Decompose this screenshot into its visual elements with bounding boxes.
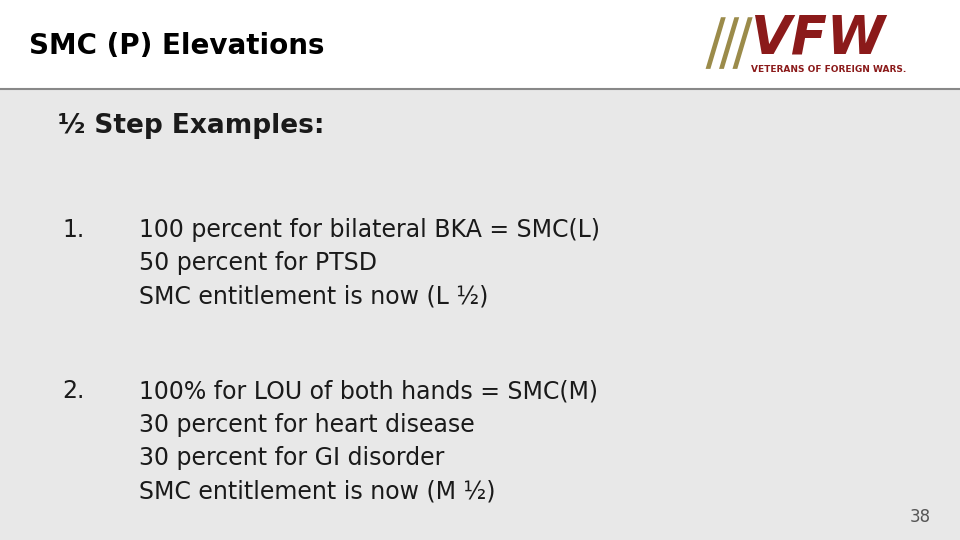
Polygon shape [732,17,753,69]
Text: 100 percent for bilateral BKA = SMC(L)
50 percent for PTSD
SMC entitlement is no: 100 percent for bilateral BKA = SMC(L) 5… [139,218,600,309]
Text: ½ Step Examples:: ½ Step Examples: [58,113,324,139]
Polygon shape [706,17,726,69]
FancyBboxPatch shape [0,0,960,89]
Polygon shape [719,17,739,69]
Text: 100% for LOU of both hands = SMC(M)
30 percent for heart disease
30 percent for : 100% for LOU of both hands = SMC(M) 30 p… [139,380,598,504]
Text: 1.: 1. [62,218,84,242]
Text: 38: 38 [910,508,931,525]
Text: VFW: VFW [751,13,886,65]
Text: SMC (P) Elevations: SMC (P) Elevations [29,32,324,60]
Text: 2.: 2. [62,380,84,403]
Text: VETERANS OF FOREIGN WARS.: VETERANS OF FOREIGN WARS. [751,65,906,75]
